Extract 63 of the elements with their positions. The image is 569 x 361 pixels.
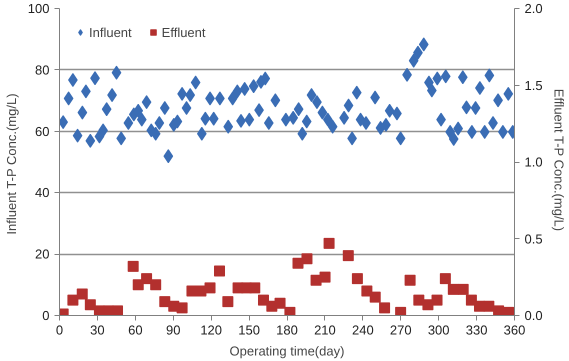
point [320,272,331,283]
x-tick-label: 330 [466,322,488,338]
point [249,282,260,294]
point [76,288,88,300]
point [204,282,216,294]
x-tick-label: 210 [314,322,336,338]
x-tick-label: 270 [390,322,412,338]
y2-axis-title: Effluent T-P Conc.(mg/L) [552,88,567,232]
y-tick-label: 80 [35,62,50,78]
y2-tick-label: 1.0 [524,154,543,170]
y-axis-title: Influent T-P Conc.(mg/L) [4,93,19,235]
point [112,305,124,316]
point [342,250,354,262]
legend-label: Influent [89,24,132,40]
point [128,260,139,272]
y-tick-label: 20 [35,246,50,262]
y2-tick-label: 0.0 [524,308,543,323]
y-tick-label: 100 [28,1,50,16]
point [284,306,296,316]
y2-tick-label: 0.5 [524,231,543,246]
x-tick-label: 240 [352,322,374,338]
point [84,299,96,310]
point [422,299,434,310]
x-tick-label: 30 [90,322,105,338]
x-tick-label: 180 [276,322,298,338]
y2-tick-label: 2.0 [524,1,543,16]
point [432,294,443,306]
x-tick-label: 150 [238,322,260,338]
point [222,296,234,308]
point [352,273,363,284]
x-tick-label: 0 [56,322,64,338]
x-axis-title: Operating time(day) [230,344,344,358]
point [214,265,226,276]
point [274,298,286,309]
x-tick-label: 60 [128,322,143,338]
y-tick-label: 60 [35,124,50,139]
point [132,279,144,290]
x-tick-label: 300 [428,322,450,338]
point [458,284,469,295]
point [379,302,390,314]
point [324,238,335,249]
y-tick-label: 40 [35,185,50,200]
point [159,296,170,308]
point [150,279,162,290]
point [404,274,416,286]
point [370,292,381,303]
point [440,273,451,284]
y-tick-label: 0 [42,308,50,323]
point [258,294,269,306]
point [301,253,312,264]
point [141,273,152,284]
legend-label: Effluent [162,24,206,40]
x-tick-label: 360 [504,322,526,338]
y2-tick-label: 1.5 [524,78,543,93]
x-tick-label: 90 [166,322,180,338]
point [395,306,406,316]
point [67,294,78,306]
point [483,300,494,312]
point [292,258,304,269]
point [176,302,188,314]
point [503,306,514,316]
x-tick-label: 120 [200,322,222,338]
point [413,294,424,306]
